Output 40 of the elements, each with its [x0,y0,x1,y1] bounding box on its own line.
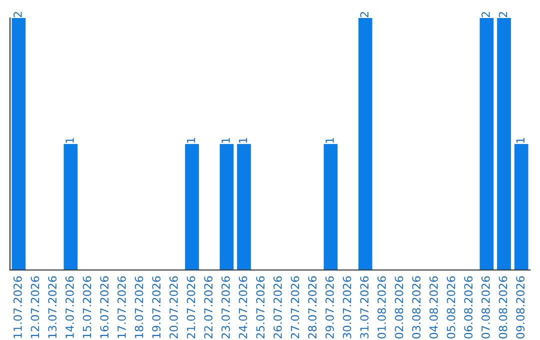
x-tick-label: 17.07.2026 [117,276,126,338]
data-label: 1 [516,138,524,143]
x-tick-label: 22.07.2026 [204,276,213,338]
x-tick-label: 08.08.2026 [498,276,508,338]
data-label: 1 [326,138,334,143]
x-tick-label: 21.07.2026 [186,276,196,338]
x-tick-label: 16.07.2026 [100,276,109,338]
x-tick-label: 12.07.2026 [30,276,40,338]
x-tick-label: 28.07.2026 [308,276,317,338]
x-tick-label: 31.07.2026 [360,276,369,338]
x-tick-label: 18.07.2026 [134,276,144,338]
data-label: 2 [481,12,490,18]
x-tick-label: 15.07.2026 [82,276,92,338]
x-tick-label: 30.07.2026 [342,276,352,338]
data-label: 2 [360,12,368,18]
data-label: 1 [238,138,248,143]
x-tick-label: 14.07.2026 [65,276,74,338]
data-label: 2 [498,12,508,18]
x-tick-label: 27.07.2026 [290,276,300,338]
x-tick-label: 09.08.2026 [516,276,525,338]
x-tick-label: 25.07.2026 [256,276,265,338]
data-label: 1 [66,138,74,143]
x-tick-label: 24.07.2026 [238,276,248,338]
x-tick-label: 02.08.2026 [394,276,404,338]
x-tick-label: 13.07.2026 [48,276,57,338]
x-tick-label: 23.07.2026 [221,276,230,338]
x-tick-label: 03.08.2026 [412,276,421,338]
x-tick-label: 26.07.2026 [273,276,282,338]
data-label: 2 [13,12,22,18]
x-tick-label: 07.08.2026 [481,276,490,338]
x-tick-label: 29.07.2026 [325,276,334,338]
x-tick-label: 06.08.2026 [464,276,473,338]
x-tick-label: 04.08.2026 [429,276,438,338]
x-tick-label: 11.07.2026 [13,276,22,338]
x-tick-label: 20.07.2026 [169,276,178,338]
x-tick-label: 01.08.2026 [377,276,386,338]
x-tick-label: 19.07.2026 [152,276,161,338]
data-label: 1 [222,138,230,143]
x-tick-label: 05.08.2026 [446,276,456,338]
data-label: 1 [186,138,196,143]
